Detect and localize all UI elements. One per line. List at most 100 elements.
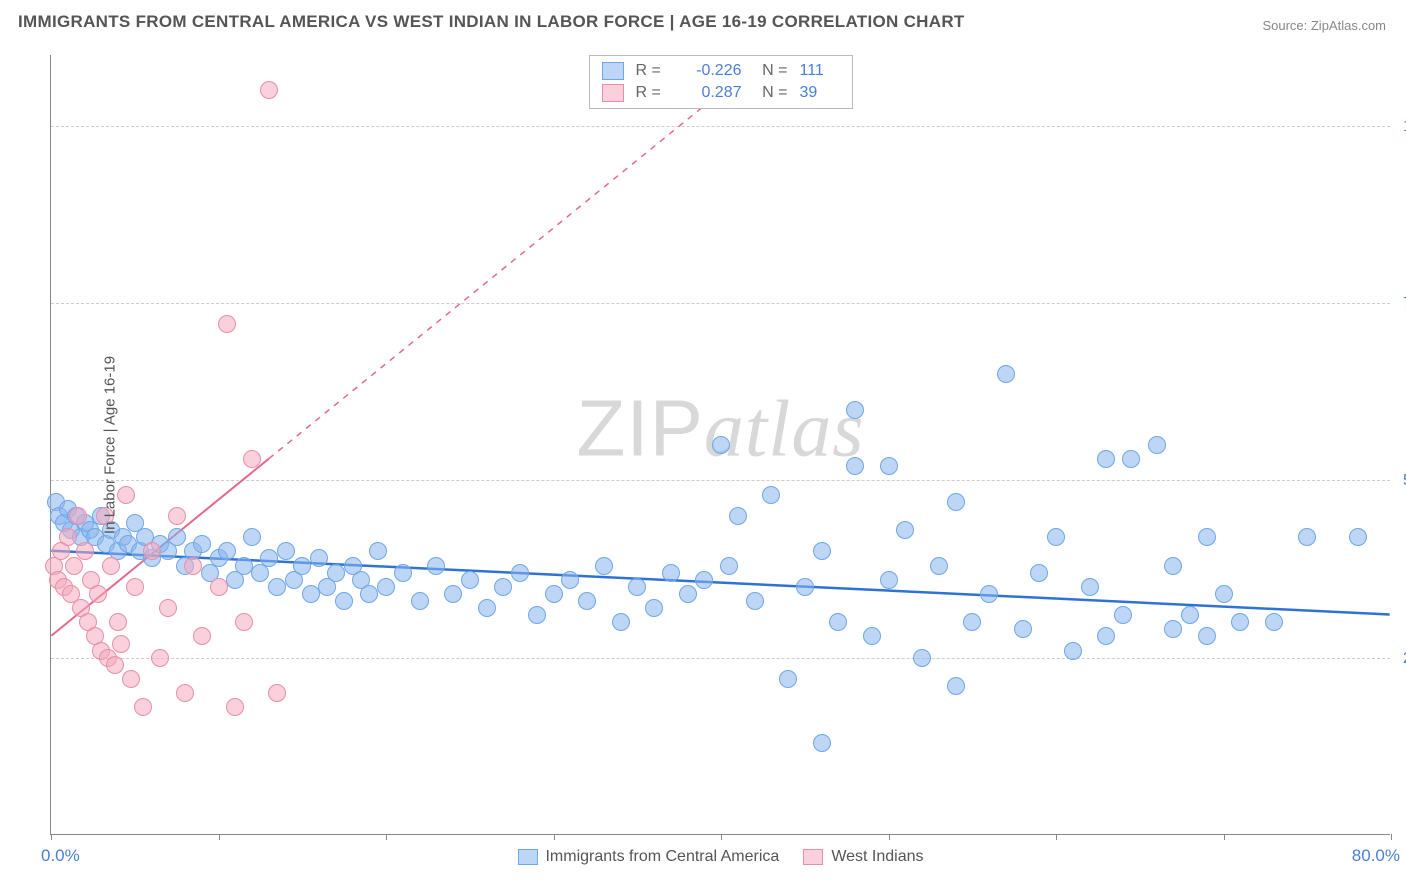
x-tick (721, 834, 722, 840)
watermark: ZIPatlas (576, 382, 864, 475)
data-point (880, 571, 898, 589)
data-point (293, 557, 311, 575)
legend-swatch-2 (602, 84, 624, 102)
data-point (260, 81, 278, 99)
data-point (59, 528, 77, 546)
y-tick-label: 25.0% (1395, 650, 1406, 668)
series-legend: Immigrants from Central America West Ind… (517, 848, 923, 866)
data-point (427, 557, 445, 575)
x-tick (51, 834, 52, 840)
data-point (478, 599, 496, 617)
data-point (112, 635, 130, 653)
source-label: Source: ZipAtlas.com (1262, 18, 1386, 33)
x-tick (1224, 834, 1225, 840)
data-point (106, 656, 124, 674)
data-point (76, 542, 94, 560)
data-point (243, 528, 261, 546)
data-point (151, 649, 169, 667)
data-point (277, 542, 295, 560)
data-point (645, 599, 663, 617)
legend-row-series-2: R = 0.287 N = 39 (602, 82, 840, 104)
data-point (310, 549, 328, 567)
data-point (1097, 450, 1115, 468)
data-point (746, 592, 764, 610)
legend-item-1: Immigrants from Central America (517, 848, 779, 866)
data-point (1349, 528, 1367, 546)
data-point (712, 436, 730, 454)
data-point (913, 649, 931, 667)
data-point (896, 521, 914, 539)
data-point (1097, 627, 1115, 645)
data-point (662, 564, 680, 582)
data-point (779, 670, 797, 688)
data-point (813, 542, 831, 560)
data-point (595, 557, 613, 575)
legend-swatch-1 (602, 62, 624, 80)
data-point (1298, 528, 1316, 546)
data-point (126, 578, 144, 596)
data-point (561, 571, 579, 589)
data-point (729, 507, 747, 525)
data-point (980, 585, 998, 603)
data-point (235, 557, 253, 575)
data-point (1064, 642, 1082, 660)
data-point (947, 677, 965, 695)
data-point (528, 606, 546, 624)
legend-swatch-icon (803, 849, 823, 865)
data-point (89, 585, 107, 603)
data-point (218, 542, 236, 560)
chart-title: IMMIGRANTS FROM CENTRAL AMERICA VS WEST … (18, 12, 965, 32)
data-point (176, 684, 194, 702)
data-point (184, 557, 202, 575)
data-point (947, 493, 965, 511)
gridline: 25.0% (51, 658, 1390, 659)
data-point (327, 564, 345, 582)
data-point (226, 698, 244, 716)
data-point (394, 564, 412, 582)
legend-row-series-1: R = -0.226 N = 111 (602, 60, 840, 82)
data-point (268, 578, 286, 596)
data-point (1014, 620, 1032, 638)
data-point (210, 578, 228, 596)
correlation-legend: R = -0.226 N = 111 R = 0.287 N = 39 (589, 55, 853, 109)
data-point (193, 627, 211, 645)
x-axis-max-label: 80.0% (1352, 846, 1400, 866)
data-point (168, 528, 186, 546)
data-point (159, 599, 177, 617)
data-point (628, 578, 646, 596)
x-tick (1391, 834, 1392, 840)
gridline: 75.0% (51, 303, 1390, 304)
data-point (1081, 578, 1099, 596)
x-tick (554, 834, 555, 840)
data-point (168, 507, 186, 525)
data-point (109, 613, 127, 631)
data-point (1198, 627, 1216, 645)
data-point (461, 571, 479, 589)
data-point (218, 315, 236, 333)
data-point (193, 535, 211, 553)
data-point (143, 542, 161, 560)
data-point (846, 457, 864, 475)
data-point (880, 457, 898, 475)
gridline: 100.0% (51, 126, 1390, 127)
x-tick (219, 834, 220, 840)
data-point (260, 549, 278, 567)
data-point (243, 450, 261, 468)
data-point (612, 613, 630, 631)
data-point (444, 585, 462, 603)
data-point (1164, 557, 1182, 575)
data-point (1215, 585, 1233, 603)
data-point (679, 585, 697, 603)
data-point (335, 592, 353, 610)
data-point (1047, 528, 1065, 546)
data-point (695, 571, 713, 589)
data-point (829, 613, 847, 631)
data-point (1198, 528, 1216, 546)
x-tick (1056, 834, 1057, 840)
data-point (302, 585, 320, 603)
legend-swatch-icon (517, 849, 537, 865)
y-tick-label: 75.0% (1395, 295, 1406, 313)
data-point (930, 557, 948, 575)
data-point (813, 734, 831, 752)
data-point (997, 365, 1015, 383)
